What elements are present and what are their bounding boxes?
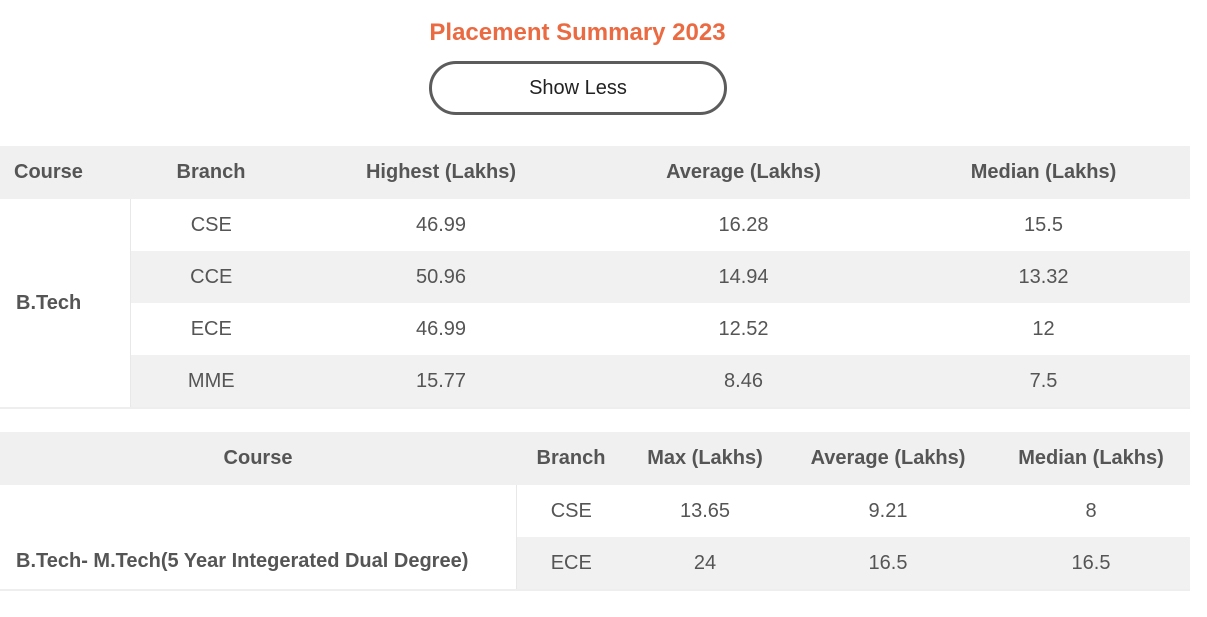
column-header-highest: Highest (Lakhs) — [292, 146, 590, 199]
median-cell: 7.5 — [897, 355, 1190, 408]
median-cell: 8 — [992, 485, 1190, 537]
table-row: ECE 24 16.5 16.5 — [0, 537, 1190, 590]
max-cell: 13.65 — [626, 485, 784, 537]
average-cell: 16.5 — [784, 537, 992, 590]
btech-placement-table: Course Branch Highest (Lakhs) Average (L… — [0, 146, 1190, 409]
page-title: Placement Summary 2023 — [429, 19, 726, 46]
branch-cell: MME — [130, 355, 292, 408]
highest-cell: 50.96 — [292, 251, 590, 303]
median-cell: 13.32 — [897, 251, 1190, 303]
table-row: B.Tech- M.Tech(5 Year Integerated Dual D… — [0, 485, 1190, 590]
table-row: ECE 46.99 12.52 12 — [0, 303, 1190, 355]
median-cell: 16.5 — [992, 537, 1190, 590]
column-header-average: Average (Lakhs) — [590, 146, 897, 199]
highest-cell: 46.99 — [292, 199, 590, 251]
column-header-course: Course — [0, 432, 516, 485]
highest-cell: 46.99 — [292, 303, 590, 355]
show-less-button[interactable]: Show Less — [429, 61, 727, 115]
column-header-average: Average (Lakhs) — [784, 432, 992, 485]
column-header-median: Median (Lakhs) — [992, 432, 1190, 485]
table-row: B.Tech CSE 46.99 16.28 15.5 — [0, 199, 1190, 408]
column-header-branch: Branch — [516, 432, 626, 485]
table-row: MME 15.77 8.46 7.5 — [0, 355, 1190, 408]
max-cell: 24 — [626, 537, 784, 590]
branch-cell: ECE — [130, 303, 292, 355]
median-cell: 12 — [897, 303, 1190, 355]
table-row: CCE 50.96 14.94 13.32 — [0, 251, 1190, 303]
average-cell: 9.21 — [784, 485, 992, 537]
average-cell: 12.52 — [590, 303, 897, 355]
column-header-max: Max (Lakhs) — [626, 432, 784, 485]
median-cell: 15.5 — [897, 199, 1190, 251]
average-cell: 16.28 — [590, 199, 897, 251]
course-cell: B.Tech — [0, 199, 131, 408]
table-header-row: Course Branch Highest (Lakhs) Average (L… — [0, 146, 1190, 199]
branch-cell: ECE — [516, 537, 626, 590]
course-cell: B.Tech- M.Tech(5 Year Integerated Dual D… — [0, 485, 517, 590]
column-header-branch: Branch — [130, 146, 292, 199]
highest-cell: 15.77 — [292, 355, 590, 408]
table-header-row: Course Branch Max (Lakhs) Average (Lakhs… — [0, 432, 1190, 485]
branch-cell: CSE — [516, 485, 626, 537]
column-header-median: Median (Lakhs) — [897, 146, 1190, 199]
average-cell: 14.94 — [590, 251, 897, 303]
branch-cell: CCE — [130, 251, 292, 303]
branch-cell: CSE — [130, 199, 292, 251]
column-header-course: Course — [0, 146, 130, 199]
dual-degree-placement-table: Course Branch Max (Lakhs) Average (Lakhs… — [0, 432, 1190, 591]
average-cell: 8.46 — [590, 355, 897, 408]
